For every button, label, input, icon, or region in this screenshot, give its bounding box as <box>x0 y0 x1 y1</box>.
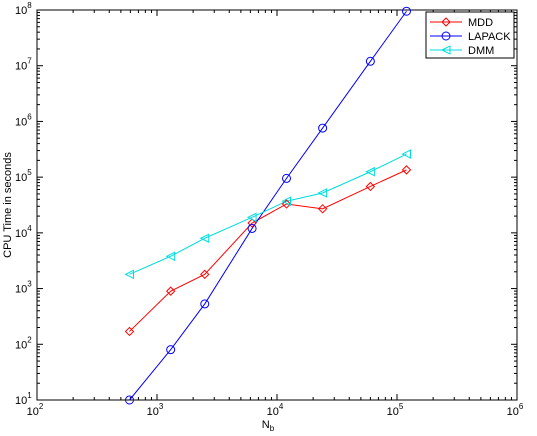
data-point-dmm <box>199 233 210 244</box>
legend-marker-mdd <box>441 17 451 27</box>
series-lines <box>129 10 407 401</box>
data-point-lapack <box>282 173 292 183</box>
data-point-mdd <box>317 204 328 214</box>
data-point-mdd <box>281 199 292 209</box>
series-line-lapack <box>129 10 407 401</box>
y-tick-label: 107 <box>15 57 32 73</box>
data-point-dmm <box>401 149 412 159</box>
data-point-mdd <box>165 286 176 296</box>
y-tick-label: 101 <box>15 391 32 407</box>
series-line-mdd <box>129 169 407 332</box>
data-point-dmm <box>124 269 135 280</box>
legend-marker-lapack <box>441 31 451 41</box>
y-tick-label: 108 <box>15 1 32 17</box>
data-point-mdd <box>124 326 135 337</box>
data-point-dmm <box>165 251 176 262</box>
x-axis-label: Nb <box>262 419 275 433</box>
series-line-dmm <box>129 153 407 275</box>
x-tick-label: 102 <box>27 402 44 418</box>
legend-label-lapack: LAPACK <box>468 31 511 43</box>
legend-items: MDD LAPACK DMM <box>430 17 511 57</box>
legend-label-dmm: DMM <box>468 45 494 57</box>
y-tick-label: 103 <box>15 280 32 296</box>
legend-label-mdd: MDD <box>468 17 493 29</box>
x-tick-label: 105 <box>387 402 404 418</box>
data-point-lapack <box>402 6 412 16</box>
x-tick-label: 104 <box>267 402 284 418</box>
data-point-lapack <box>247 223 257 233</box>
axis-ticks <box>36 9 518 401</box>
y-axis-label: CPU Time in seconds <box>2 152 14 258</box>
data-point-mdd <box>200 269 210 280</box>
data-point-lapack <box>125 395 135 405</box>
data-point-mdd <box>401 165 412 175</box>
x-tick-label: 103 <box>147 402 164 418</box>
legend-box <box>425 11 515 59</box>
data-point-dmm <box>365 166 375 177</box>
data-point-lapack <box>166 345 176 355</box>
legend-marker-dmm <box>440 45 451 55</box>
x-tick-label: 106 <box>507 402 524 418</box>
data-point-dmm <box>317 188 328 198</box>
legend: MDD LAPACK DMM <box>425 11 515 59</box>
y-tick-label: 106 <box>15 112 32 128</box>
data-point-dmm <box>246 212 257 223</box>
data-point-mdd <box>365 181 376 192</box>
data-point-lapack <box>365 56 375 66</box>
y-tick-label: 104 <box>15 224 32 240</box>
data-point-lapack <box>200 299 210 309</box>
y-tick-label: 105 <box>15 168 32 184</box>
data-point-lapack <box>318 123 328 133</box>
plot-area <box>36 9 518 401</box>
y-tick-label: 102 <box>15 335 32 351</box>
series-markers <box>124 6 412 405</box>
data-point-dmm <box>281 196 292 207</box>
data-point-mdd <box>247 218 257 228</box>
